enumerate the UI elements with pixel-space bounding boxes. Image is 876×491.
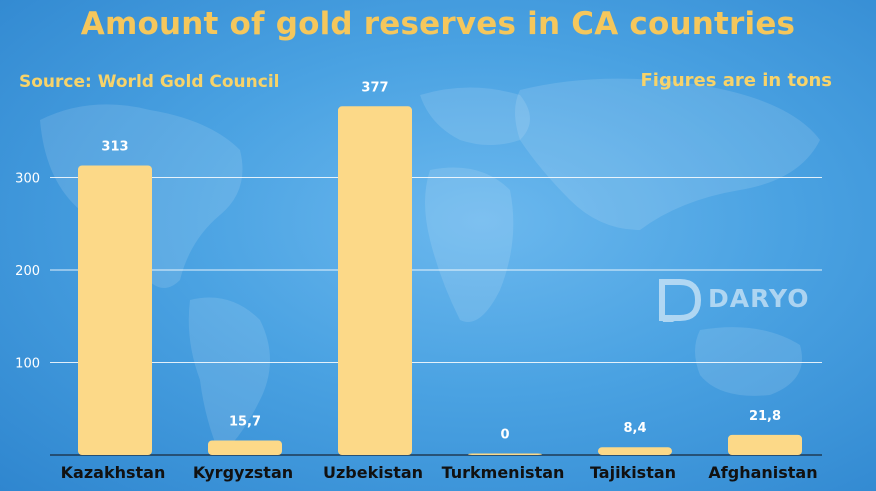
bar: [728, 434, 802, 455]
x-tick-label: Turkmenistan: [442, 463, 565, 482]
y-tick-label: 300: [15, 172, 40, 187]
daryo-logo-icon: [659, 279, 702, 329]
data-labels: 313 15,7 377 0 8,4 21,8: [101, 80, 781, 442]
x-tick-label: Afghanistan: [708, 463, 817, 482]
bar: [208, 440, 282, 455]
bar: [78, 165, 152, 455]
chart-title: Amount of gold reserves in CA countries: [80, 6, 796, 42]
bar-value-label: 313: [101, 139, 128, 154]
bar-value-label: 8,4: [623, 421, 646, 436]
bar-value-label: 15,7: [229, 414, 261, 429]
x-axis: Kazakhstan Kyrgyzstan Uzbekistan Turkmenist…: [61, 463, 818, 482]
bar-value-label: 0: [500, 428, 509, 443]
x-tick-label: Uzbekistan: [323, 463, 423, 482]
x-tick-label: Kyrgyzstan: [193, 463, 293, 482]
bar: [468, 453, 542, 455]
bar: [338, 106, 412, 456]
units-note: Figures are in tons: [640, 70, 832, 91]
y-tick-label: 200: [15, 264, 40, 279]
bar-value-label: 21,8: [749, 409, 781, 424]
bar-value-label: 377: [361, 80, 388, 95]
x-tick-label: Kazakhstan: [61, 463, 166, 482]
source-note: Source: World Gold Council: [19, 72, 280, 92]
bar: [598, 447, 672, 455]
daryo-logo-text: DARYO: [708, 284, 810, 313]
bars: [78, 106, 802, 456]
x-tick-label: Tajikistan: [590, 463, 676, 482]
daryo-logo: DARYO: [656, 278, 826, 329]
y-tick-label: 100: [15, 357, 40, 372]
y-axis: 100 200 300: [15, 172, 40, 372]
gridlines: [50, 177, 822, 456]
